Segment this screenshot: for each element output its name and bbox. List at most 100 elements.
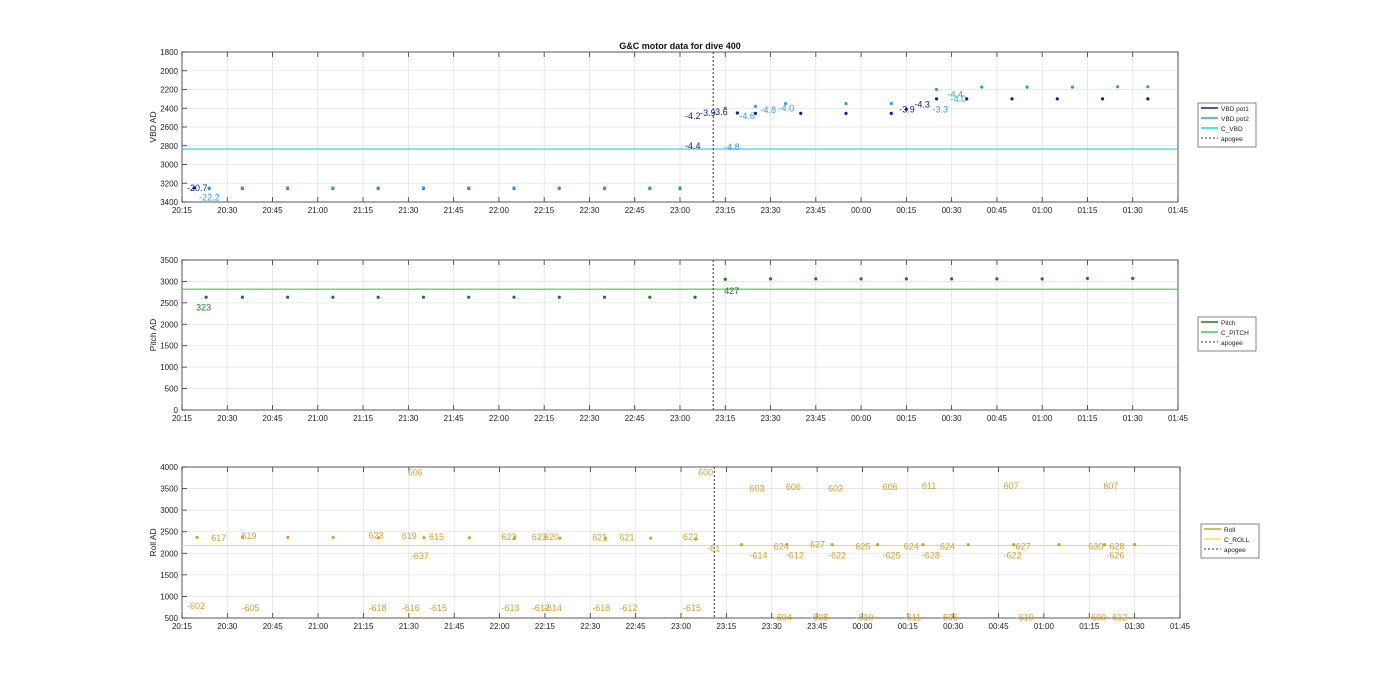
y-tick-label: 3500 (160, 256, 178, 265)
data-label: 625 (855, 542, 870, 552)
data-label: -4.0 (779, 103, 795, 113)
legend-entry: apogee (1221, 340, 1243, 347)
data-label: 624 (940, 542, 955, 552)
y-tick-label: 2800 (160, 142, 178, 151)
x-tick-label: 22:00 (489, 414, 510, 423)
y-tick-label: 0 (174, 406, 179, 415)
y-tick-label: 3400 (160, 198, 178, 207)
data-label: -3.9 (899, 104, 915, 114)
legend-entry: Roll (1224, 527, 1236, 534)
data-point (934, 87, 939, 92)
data-label: -595 (940, 612, 958, 622)
legend-entry: C_VBD (1221, 126, 1243, 133)
data-label: 624 (774, 542, 789, 552)
y-tick-label: 1000 (160, 592, 178, 601)
data-label: -611 (904, 612, 921, 622)
x-tick-label: 00:15 (896, 206, 917, 215)
data-label: -4.3 (914, 100, 930, 110)
x-tick-label: 20:45 (263, 206, 284, 215)
x-tick-label: 00:45 (989, 622, 1010, 631)
data-point (859, 277, 863, 281)
data-point (814, 277, 818, 281)
vbd-chart: 20:15 20:30 20:45 21:00 21:15 21:30 21:45 22:00… (148, 48, 1257, 215)
data-label: -3.9 (700, 108, 716, 118)
data-point (934, 97, 939, 101)
data-point (768, 277, 773, 281)
data-label: 623 (532, 532, 547, 542)
data-point (286, 535, 290, 539)
data-point (422, 536, 426, 540)
data-point (904, 107, 908, 111)
data-point (1025, 85, 1029, 89)
data-point (904, 277, 908, 281)
data-label: 606 (408, 467, 423, 477)
data-label: -608 (810, 612, 828, 622)
data-label: 619 (241, 531, 256, 541)
data-point (921, 543, 925, 547)
legend-entry: C_PITCH (1221, 330, 1249, 337)
data-label: 606 (786, 482, 801, 492)
data-point (512, 295, 516, 299)
data-label: -4.8 (760, 105, 776, 115)
x-tick-label: 22:30 (579, 206, 600, 215)
x-tick-label: 01:45 (1168, 414, 1189, 423)
data-label: 621 (592, 532, 607, 542)
data-point (331, 295, 335, 299)
legend-box (1197, 102, 1257, 148)
x-tick-label: 21:30 (398, 414, 419, 423)
x-tick-label: 22:30 (580, 622, 601, 631)
data-point (1102, 543, 1106, 547)
data-point (980, 85, 984, 89)
data-label: -22.2 (199, 192, 220, 202)
data-label: 627 (810, 539, 825, 549)
plot-frame (181, 466, 1181, 619)
x-tick-label: 23:15 (716, 622, 737, 631)
data-point (1146, 85, 1150, 89)
data-label: 622 (502, 532, 517, 542)
data-label: 615 (429, 532, 444, 542)
x-tick-label: 23:45 (806, 414, 827, 423)
data-label: 323 (196, 302, 211, 312)
x-tick-label: 01:00 (1032, 414, 1053, 423)
y-tick-label: 3500 (160, 485, 178, 494)
x-tick-label: 20:30 (217, 206, 238, 215)
data-point (648, 295, 652, 299)
data-label: 607 (1103, 481, 1118, 491)
data-point (875, 543, 880, 547)
data-point (844, 111, 848, 116)
plot-frame (181, 259, 1179, 411)
data-point (240, 295, 244, 299)
data-label: -4.0 (951, 94, 967, 104)
x-tick-label: 21:00 (308, 206, 329, 215)
data-label: -4.2 (685, 111, 701, 121)
data-label: -613 (502, 603, 520, 613)
data-label: 630 (1088, 542, 1103, 552)
x-tick-label: 20:15 (172, 622, 193, 631)
data-label: 611 (922, 481, 936, 491)
x-tick-label: 00:30 (943, 622, 964, 631)
x-tick-label: 23:00 (670, 414, 691, 423)
data-label: -616 (402, 603, 420, 613)
data-label: -20.7 (187, 183, 208, 193)
data-label: -602 (187, 601, 205, 611)
y-tick-label: 2200 (160, 86, 178, 95)
y-axis-label: Roll AD (148, 528, 158, 556)
data-point (513, 536, 517, 540)
data-point (240, 186, 244, 190)
x-tick-label: 21:45 (444, 414, 465, 423)
data-label: -628 (922, 551, 940, 561)
data-point (207, 186, 211, 190)
data-point (723, 277, 727, 281)
x-tick-label: 21:15 (353, 206, 374, 215)
data-point (723, 106, 727, 110)
data-label: -615 (683, 603, 701, 613)
data-label: 627 (1016, 542, 1031, 552)
data-label: 619 (402, 531, 417, 541)
x-tick-label: 23:15 (715, 206, 736, 215)
legend-entry: apogee (1221, 136, 1243, 143)
y-tick-label: 1500 (160, 342, 178, 351)
data-label: 621 (619, 532, 634, 542)
data-label: -612 (786, 551, 804, 561)
x-tick-label: 20:30 (217, 414, 238, 423)
y-tick-label: 1800 (160, 48, 178, 57)
